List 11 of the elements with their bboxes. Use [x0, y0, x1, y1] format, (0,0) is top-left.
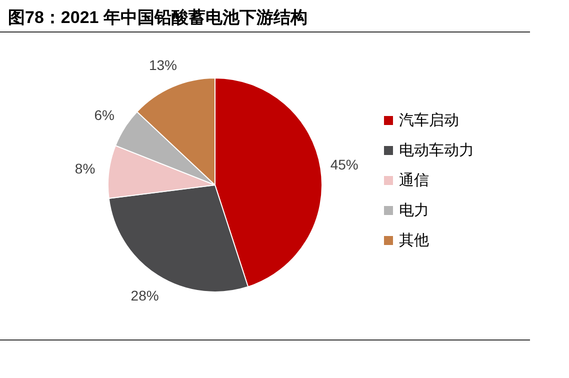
legend-label: 电动车动力: [399, 142, 474, 159]
legend-label: 电力: [399, 202, 429, 219]
legend-label: 汽车启动: [399, 112, 459, 129]
data-label: 13%: [148, 56, 177, 73]
data-label: 6%: [94, 106, 115, 123]
data-label: 45%: [330, 156, 358, 173]
data-label: 8%: [74, 160, 96, 177]
legend-label: 其他: [399, 232, 429, 249]
chart-title: 图78：2021 年中国铅酸蓄电池下游结构: [8, 8, 308, 27]
data-label: 28%: [130, 288, 159, 304]
legend-label: 通信: [399, 172, 429, 189]
